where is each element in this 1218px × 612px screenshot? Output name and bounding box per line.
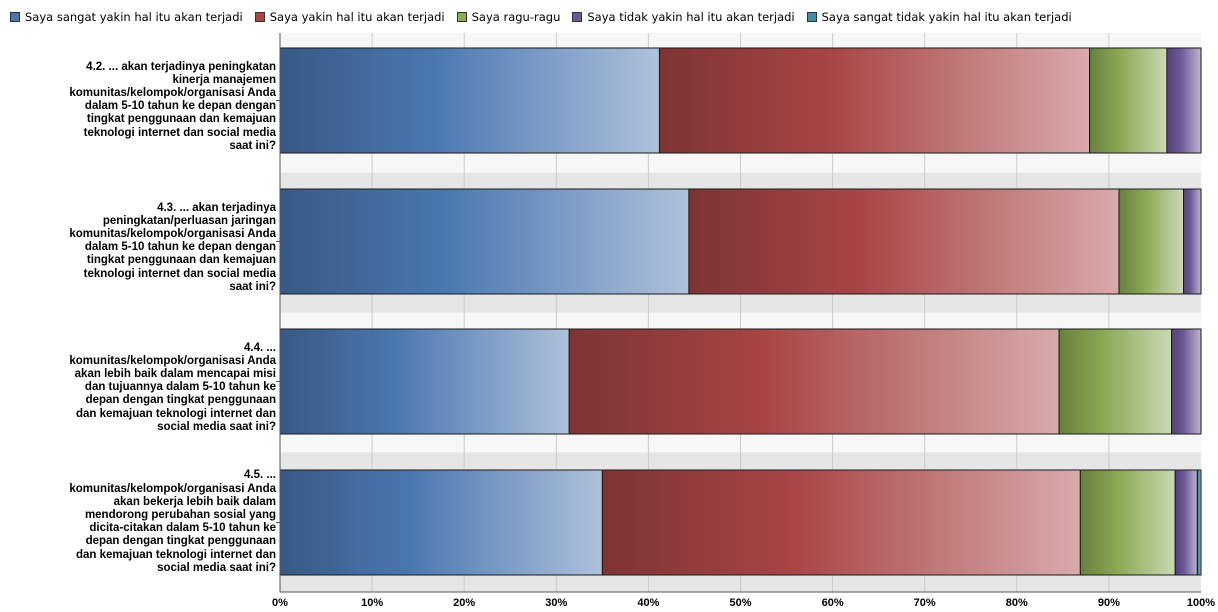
category-label-line: saat ini? <box>229 280 276 293</box>
x-tick-label: 100% <box>1186 597 1216 609</box>
category-label: 4.3. ... akan terjadinya peningkatan/perl… <box>6 202 276 294</box>
x-tick-label: 40% <box>637 597 660 609</box>
x-tick-label: 0% <box>272 597 288 609</box>
legend-item: Saya sangat tidak yakin hal itu akan ter… <box>806 10 1072 24</box>
category-label-line: 4.4. ... <box>244 341 276 354</box>
bar-segment <box>568 328 1060 435</box>
category-label-line: teknologi internet dan social media <box>83 267 276 280</box>
bar-segment <box>1058 328 1173 435</box>
x-tick-label: 70% <box>913 597 936 609</box>
bar-segment <box>688 188 1120 295</box>
category-label-line: 4.3. ... akan terjadinya <box>157 201 276 214</box>
category-label: 4.4. ... komunitas/kelompok/organisasi An… <box>6 342 276 434</box>
x-tick-label: 60% <box>821 597 844 609</box>
category-label-line: social media saat ini? <box>157 561 276 574</box>
legend-swatch <box>806 12 817 22</box>
legend-swatch <box>456 12 467 22</box>
bar-segment <box>1183 188 1202 295</box>
legend-label: Saya tidak yakin hal itu akan terjadi <box>587 10 795 24</box>
category-label: 4.5. ... komunitas/kelompok/organisasi An… <box>6 469 276 575</box>
category-label-line: tingkat penggunaan dan kemajuan <box>86 254 276 267</box>
category-label-line: komunitas/kelompok/organisasi Anda <box>69 482 276 495</box>
legend-swatch <box>254 12 265 22</box>
legend-swatch <box>572 12 583 22</box>
bar-segment <box>1118 188 1185 295</box>
legend-label: Saya sangat tidak yakin hal itu akan ter… <box>821 10 1072 24</box>
chart-legend: Saya sangat yakin hal itu akan terjadi S… <box>10 8 1084 26</box>
bar-segment <box>1196 469 1202 576</box>
category-label-line: komunitas/kelompok/organisasi Anda <box>69 87 276 99</box>
bar-segment <box>1171 328 1202 435</box>
legend-item: Saya yakin hal itu akan terjadi <box>254 10 445 24</box>
category-label-line: teknologi internet dan social media <box>83 126 276 139</box>
category-label-line: peningkatan/perluasan jaringan <box>102 214 276 227</box>
category-label-line: social media saat ini? <box>157 420 276 433</box>
category-label-line: 4.2. ... akan terjadinya peningkatan <box>86 60 276 73</box>
bar-segment <box>1174 469 1198 576</box>
category-label-line: 4.5. ... <box>244 469 276 482</box>
legend-item: Saya ragu-ragu <box>456 10 561 24</box>
legend-swatch <box>10 12 20 22</box>
category-label-line: dalam 5-10 tahun ke depan dengan <box>84 241 276 254</box>
category-label-line: dan kemajuan teknologi internet dan <box>75 548 276 561</box>
category-label-line: akan bekerja lebih baik dalam <box>113 495 276 508</box>
x-tick-label: 50% <box>729 597 752 609</box>
x-tick-label: 10% <box>361 597 384 609</box>
x-tick-label: 20% <box>453 597 476 609</box>
category-label-line: mendorong perubahan sosial yang <box>84 509 276 521</box>
bar-segment <box>601 469 1081 576</box>
legend-item: Saya sangat yakin hal itu akan terjadi <box>10 10 243 24</box>
legend-item: Saya tidak yakin hal itu akan terjadi <box>572 10 795 24</box>
category-label-line: kinerja manajemen <box>172 73 276 86</box>
bar-segment <box>1166 47 1202 154</box>
x-tick-label: 80% <box>1005 597 1028 609</box>
category-label-line: komunitas/kelompok/organisasi Anda <box>69 228 276 240</box>
category-label-line: dalam 5-10 tahun ke depan dengan <box>84 100 276 113</box>
x-tick-label: 90% <box>1097 597 1120 609</box>
category-label-line: depan dengan tingkat penggunaan <box>85 535 276 548</box>
legend-label: Saya ragu-ragu <box>471 10 561 24</box>
legend-label: Saya sangat yakin hal itu akan terjadi <box>25 10 243 24</box>
bar-segment <box>279 188 690 295</box>
category-label-line: akan lebih baik dalam mencapai misi <box>74 368 276 380</box>
bar-segment <box>279 47 660 154</box>
legend-label: Saya yakin hal itu akan terjadi <box>269 10 445 24</box>
x-tick-label: 30% <box>545 597 568 609</box>
bar-segment <box>1089 47 1168 154</box>
category-label: 4.2. ... akan terjadinya peningkatan kine… <box>6 61 276 153</box>
bar-segment <box>658 47 1091 154</box>
category-label-line: tingkat penggunaan dan kemajuan <box>86 113 276 126</box>
bar-segment <box>279 328 570 435</box>
bar-segment <box>1079 469 1176 576</box>
category-label-line: dan kemajuan teknologi internet dan <box>75 407 276 420</box>
category-label-line: saat ini? <box>229 139 276 152</box>
bar-segment <box>279 469 603 576</box>
category-label-line: depan dengan tingkat penggunaan <box>85 394 276 407</box>
category-label-line: komunitas/kelompok/organisasi Anda <box>69 354 276 367</box>
category-label-line: dan tujuannya dalam 5-10 tahun ke <box>84 381 276 394</box>
category-label-line: dicita-citakan dalam 5-10 tahun ke <box>89 522 276 535</box>
